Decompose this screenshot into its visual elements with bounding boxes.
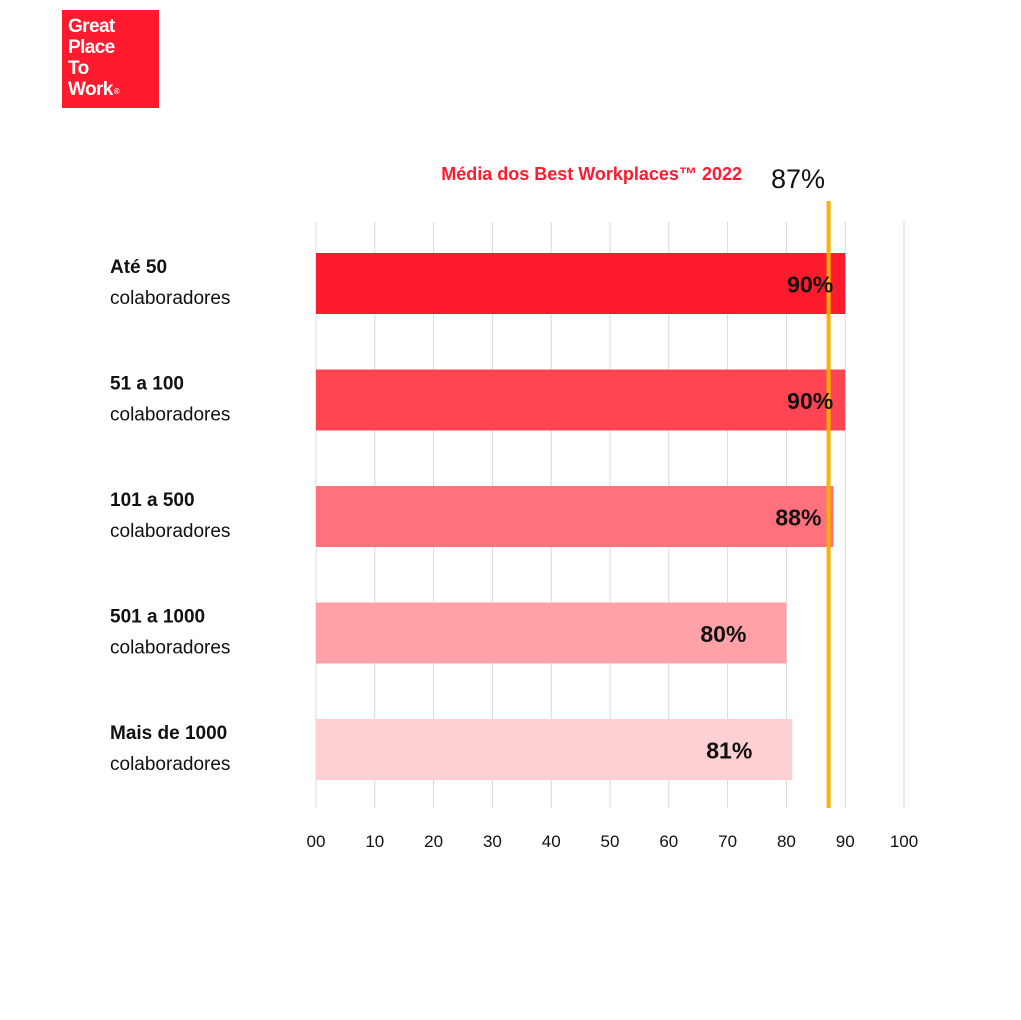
logo-work-text: Work — [68, 79, 113, 100]
average-value-label: 87% — [771, 164, 825, 194]
bar — [316, 253, 846, 314]
category-label-title: 101 a 500 — [110, 490, 195, 511]
logo-line-place: Place — [68, 37, 115, 58]
category-label-title: Até 50 — [110, 257, 167, 278]
category-label-subtitle: colaboradores — [110, 405, 230, 426]
registered-mark: ® — [113, 87, 120, 96]
bar — [316, 719, 793, 780]
x-tick-label: 100 — [890, 832, 918, 851]
x-tick-label: 70 — [718, 832, 737, 851]
x-tick-label: 80 — [777, 832, 796, 851]
bar — [316, 486, 834, 547]
category-label-title: Mais de 1000 — [110, 723, 227, 744]
bar — [316, 602, 787, 664]
x-tick-label: 30 — [483, 832, 502, 851]
great-place-to-work-logo: Great Place To Work® — [62, 10, 159, 108]
x-tick-label: 40 — [542, 832, 561, 851]
x-tick-label: 00 — [307, 832, 326, 851]
category-label-title: 51 a 100 — [110, 374, 184, 395]
bar-value-label: 90% — [787, 272, 833, 298]
category-label-title: 501 a 1000 — [110, 607, 205, 628]
logo-line-to: To — [68, 58, 89, 79]
x-tick-label: 10 — [365, 832, 384, 851]
bar-value-label: 81% — [706, 738, 752, 764]
x-tick-label: 60 — [659, 832, 678, 851]
category-labels: 90% Até 50 colaboradores 90% 51 a 100 colabor… — [110, 257, 833, 775]
bar — [316, 369, 846, 431]
x-tick-label: 20 — [424, 832, 443, 851]
reference-line-group: Média dos Best Workplaces™ 2022 87% — [441, 164, 831, 808]
category-label-subtitle: colaboradores — [110, 638, 230, 659]
bar-value-label: 80% — [700, 621, 746, 647]
category-label-subtitle: colaboradores — [110, 288, 230, 309]
x-tick-label: 50 — [601, 832, 620, 851]
bar-value-label: 90% — [787, 388, 833, 414]
bars — [316, 253, 846, 780]
bar-value-label: 88% — [775, 505, 821, 531]
average-caption: Média dos Best Workplaces™ 2022 — [441, 164, 742, 184]
category-label-subtitle: colaboradores — [110, 521, 230, 542]
x-axis-tick-labels: 00 10 20 30 40 50 60 70 80 90 100 — [307, 832, 919, 851]
category-label-subtitle: colaboradores — [110, 754, 230, 775]
logo-line-great: Great — [68, 16, 115, 37]
x-tick-label: 90 — [836, 832, 855, 851]
logo-line-work: Work® — [68, 79, 159, 102]
